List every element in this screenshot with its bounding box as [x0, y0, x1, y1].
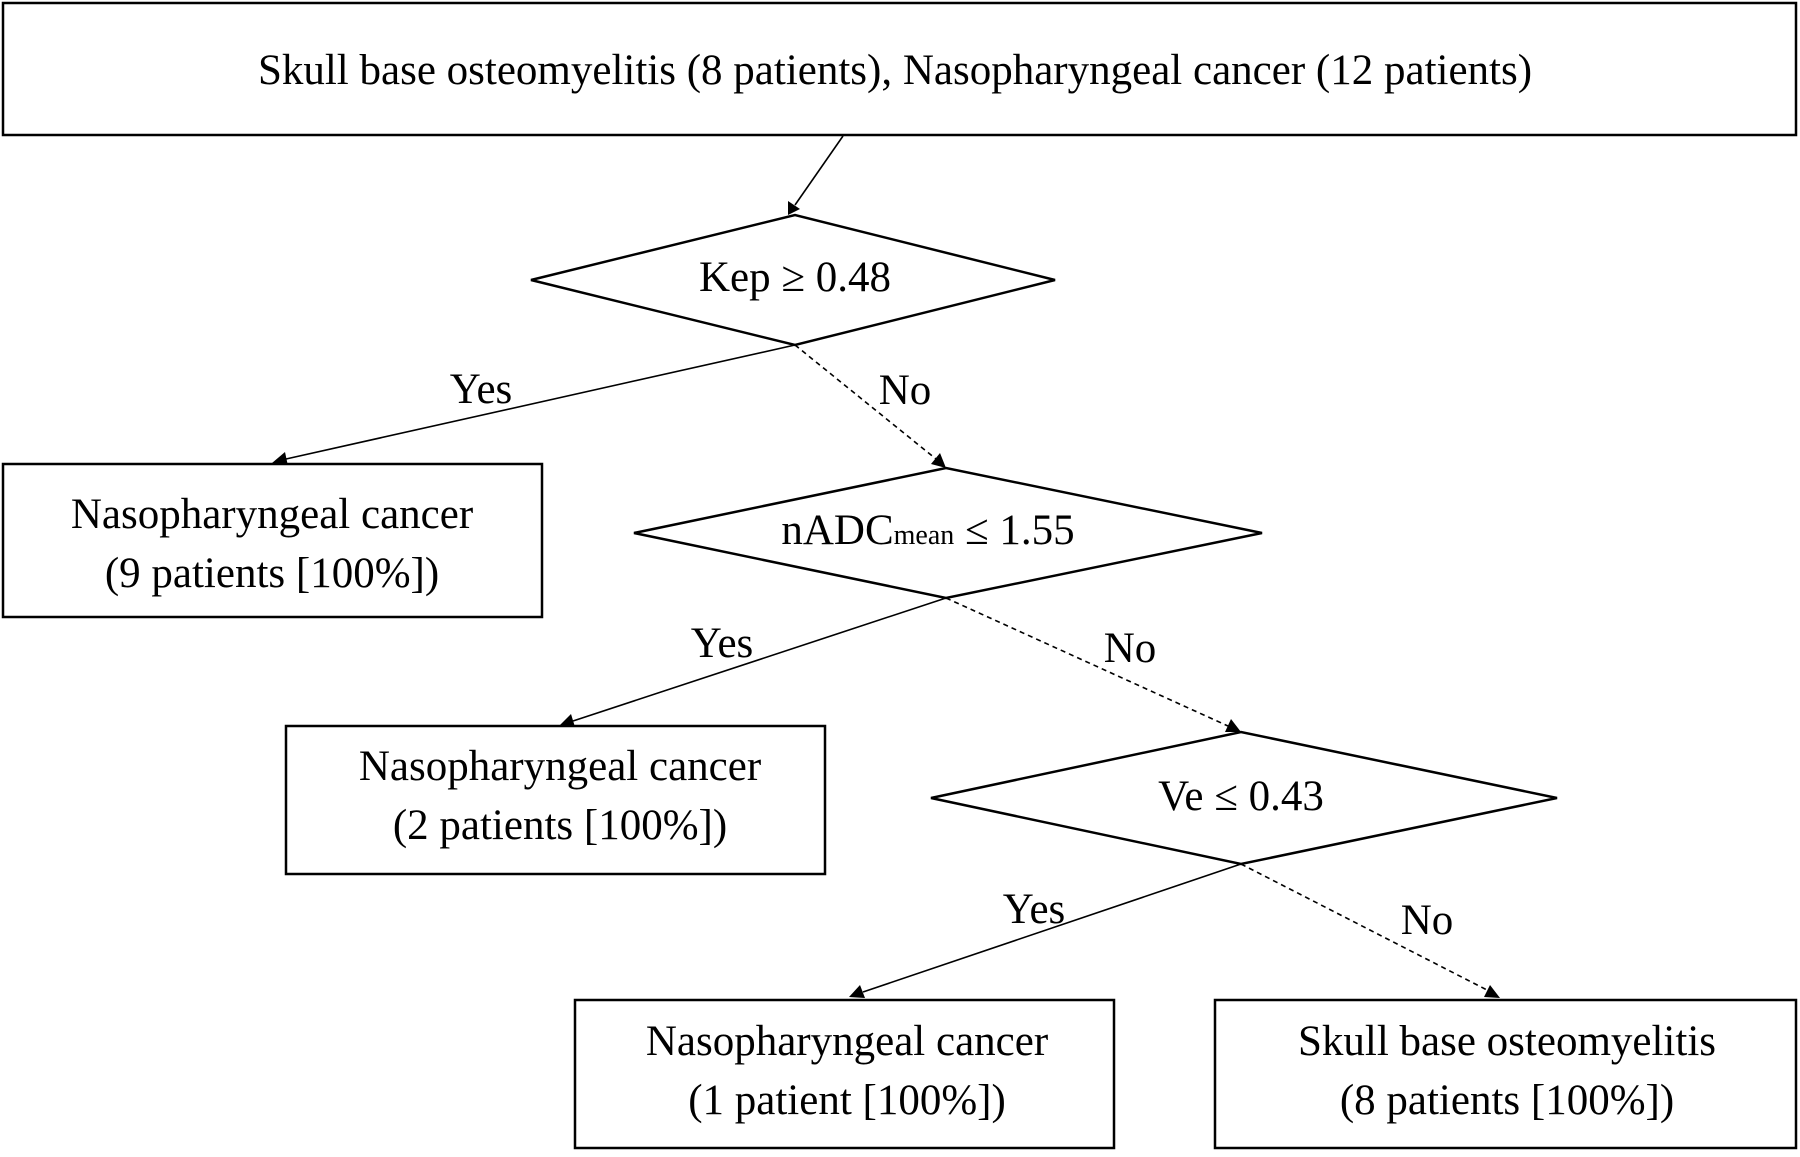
- decision-ve: Ve ≤ 0.43: [930, 730, 1558, 866]
- edge-ve-no: [1240, 863, 1500, 998]
- edge-kep-no: [794, 344, 946, 468]
- outcome-npc-1-line1: Nasopharyngeal cancer: [646, 1018, 1048, 1065]
- outcome-npc-1-line2: (1 patient [100%]): [688, 1077, 1006, 1124]
- outcome-npc-9-line2: (9 patients [100%]): [105, 550, 439, 597]
- branch-label-ve-yes: Yes: [1003, 886, 1066, 933]
- outcome-npc-9-patients: Nasopharyngeal cancer (9 patients [100%]…: [1, 462, 544, 619]
- decision-ve-label: Ve ≤ 0.43: [1158, 773, 1324, 820]
- root-node: Skull base osteomyelitis (8 patients), N…: [1, 1, 1798, 137]
- decision-kep: Kep ≥ 0.48: [530, 213, 1056, 347]
- outcome-npc-2-patients: Nasopharyngeal cancer (2 patients [100%]…: [284, 724, 827, 876]
- decision-nadc-label-main: nADC: [781, 507, 893, 554]
- decision-kep-label: Kep ≥ 0.48: [699, 254, 891, 301]
- branch-label-ve-no: No: [1401, 897, 1454, 944]
- edge-root-to-kep: [788, 135, 844, 215]
- branch-label-nadc-yes: Yes: [691, 620, 754, 667]
- edge-ve-yes: [849, 863, 1242, 998]
- root-node-label: Skull base osteomyelitis (8 patients), N…: [258, 47, 1532, 94]
- outcome-sbo-8-line2: (8 patients [100%]): [1340, 1077, 1674, 1124]
- decision-nadc-mean: nADCmean ≤ 1.55: [633, 466, 1263, 600]
- branch-label-kep-no: No: [879, 367, 932, 414]
- decision-nadc-label: nADCmean ≤ 1.55: [781, 507, 1074, 554]
- branch-label-kep-yes: Yes: [450, 366, 513, 413]
- outcome-sbo-8-patients: Skull base osteomyelitis (8 patients [10…: [1213, 998, 1798, 1150]
- outcome-npc-2-line2: (2 patients [100%]): [393, 802, 727, 849]
- edge-nadc-no: [945, 597, 1241, 732]
- branch-label-nadc-no: No: [1104, 625, 1157, 672]
- outcome-sbo-8-line1: Skull base osteomyelitis: [1298, 1018, 1716, 1065]
- outcome-npc-1-patient: Nasopharyngeal cancer (1 patient [100%]): [573, 998, 1116, 1150]
- edge-nadc-yes: [560, 597, 947, 727]
- decision-nadc-label-tail: ≤ 1.55: [954, 507, 1074, 554]
- outcome-npc-2-line1: Nasopharyngeal cancer: [359, 743, 761, 790]
- edge-kep-yes: [272, 344, 796, 466]
- decision-nadc-label-sub: mean: [894, 520, 955, 551]
- outcome-npc-9-line1: Nasopharyngeal cancer: [71, 491, 473, 538]
